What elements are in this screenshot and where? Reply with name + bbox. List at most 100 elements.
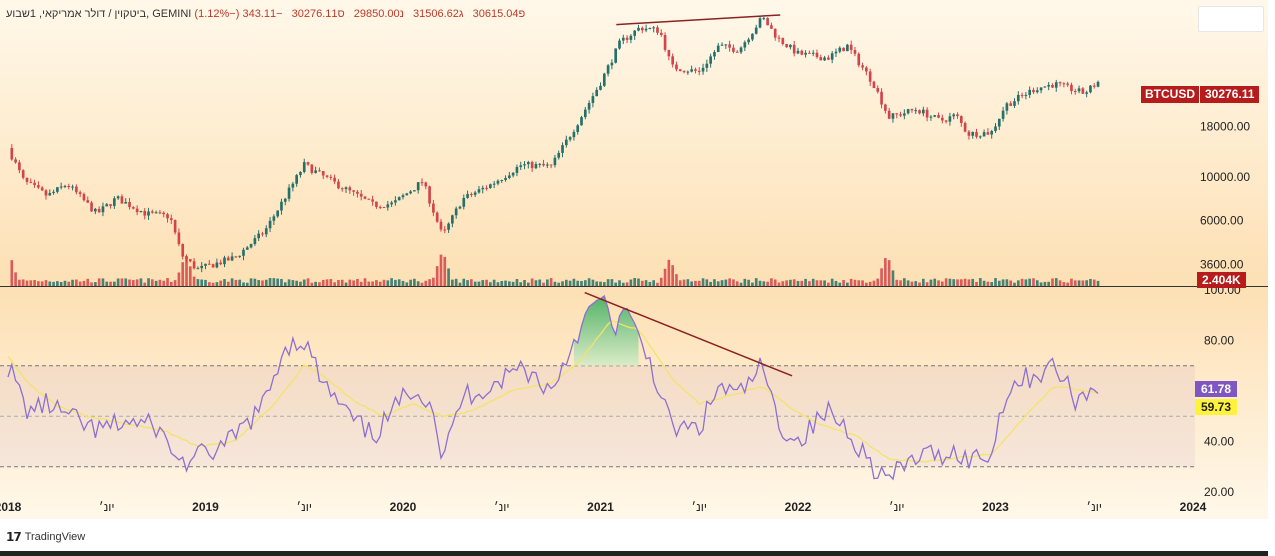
volume-bar: [78, 281, 82, 286]
volume-bar: [762, 281, 766, 286]
volume-bar: [192, 276, 196, 286]
candle-body: [29, 181, 33, 183]
candle-body: [542, 163, 545, 166]
bottom-bar: [0, 551, 1275, 556]
volume-bar: [1089, 278, 1092, 286]
volume-bar: [789, 279, 792, 286]
candle-body: [447, 223, 450, 230]
rsi-trendline: [584, 291, 793, 377]
candle-body: [481, 187, 485, 190]
candle-body: [610, 62, 614, 66]
candle-body: [591, 96, 595, 103]
candle-body: [375, 201, 378, 207]
volume-bar: [226, 281, 230, 286]
rsi-axis-label: 40.00: [1204, 435, 1234, 449]
candle-body: [492, 183, 496, 185]
candle-body: [416, 182, 420, 191]
volume-bar: [553, 281, 557, 286]
volume-bar: [823, 280, 826, 286]
candle-body: [808, 52, 811, 54]
volume-tag: 2.404K: [1197, 272, 1246, 288]
volume-bar: [602, 282, 606, 286]
candle-body: [105, 204, 109, 207]
candle-body: [667, 49, 671, 57]
volume-bar: [1058, 280, 1062, 286]
volume-bar: [207, 282, 211, 286]
volume-bar: [211, 282, 215, 286]
candle-body: [1085, 92, 1088, 94]
candle-body: [466, 194, 469, 198]
candle-body: [872, 81, 876, 89]
volume-bar: [428, 279, 431, 286]
candle-body: [435, 212, 439, 222]
volume-bar: [773, 279, 777, 286]
volume-bar: [606, 279, 610, 286]
volume-bar: [857, 280, 861, 286]
candle-body: [815, 52, 819, 58]
volume-bar: [956, 279, 959, 286]
tradingview-logo[interactable]: 𝟭𝟳 TradingView: [6, 530, 85, 544]
volume-bar: [230, 278, 234, 286]
volume-bar: [378, 281, 382, 286]
volume-bar: [416, 281, 420, 286]
volume-bar: [44, 280, 48, 286]
candle-body: [781, 38, 785, 45]
candle-body: [762, 18, 766, 20]
volume-bar: [162, 280, 166, 286]
candle-body: [420, 182, 424, 184]
volume-bar: [291, 280, 295, 286]
settings-box[interactable]: [1198, 6, 1264, 32]
volume-bar: [283, 282, 287, 286]
candle-body: [713, 52, 716, 57]
candle-body: [485, 187, 488, 189]
candle-body: [682, 71, 686, 73]
volume-bar: [728, 278, 731, 286]
candle-body: [975, 131, 978, 137]
candle-body: [14, 159, 17, 163]
volume-bar: [306, 278, 310, 286]
volume-bar: [713, 279, 716, 286]
candle-body: [318, 170, 321, 172]
volume-bar: [686, 279, 690, 286]
candle-body: [899, 114, 902, 116]
candle-body: [614, 48, 618, 63]
candle-body: [952, 114, 956, 117]
candle-body: [990, 131, 994, 135]
candle-body: [287, 187, 291, 199]
volume-bar: [59, 282, 63, 286]
candle-body: [356, 191, 359, 194]
candle-body: [321, 171, 325, 176]
candle-body: [599, 85, 602, 90]
candle-body: [132, 207, 135, 209]
volume-bar: [527, 282, 530, 286]
candle-body: [663, 34, 667, 50]
volume-bar: [318, 282, 321, 286]
candle-body: [344, 187, 348, 190]
volume-bar: [933, 278, 937, 286]
candle-body: [515, 167, 519, 173]
volume-bar: [811, 278, 815, 286]
volume-bar: [1047, 281, 1051, 286]
volume-bar: [25, 280, 29, 286]
candle-body: [576, 125, 580, 132]
volume-bar: [1054, 278, 1058, 286]
volume-bar: [272, 278, 276, 286]
volume-bar: [614, 282, 618, 286]
volume-bar: [758, 280, 762, 286]
volume-bar: [701, 278, 705, 286]
volume-bar: [470, 279, 473, 286]
volume-bar: [568, 280, 572, 286]
candle-body: [245, 247, 249, 250]
candle-body: [150, 211, 154, 213]
volume-bar: [735, 281, 739, 286]
candle-body: [777, 37, 781, 39]
volume-bar: [382, 279, 386, 286]
volume-bar: [348, 279, 352, 286]
candle-body: [405, 193, 409, 196]
candle-body: [428, 186, 431, 204]
volume-bar: [147, 278, 150, 286]
candle-body: [887, 110, 891, 119]
volume-bar: [937, 280, 940, 286]
candle-body: [652, 27, 656, 29]
volume-bar: [583, 280, 587, 286]
